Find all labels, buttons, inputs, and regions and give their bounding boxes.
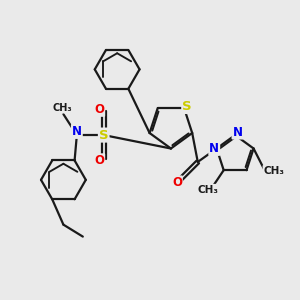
Text: CH₃: CH₃ xyxy=(52,103,72,112)
Text: CH₃: CH₃ xyxy=(198,185,219,195)
Text: CH₃: CH₃ xyxy=(263,166,284,176)
Text: S: S xyxy=(99,129,109,142)
Text: S: S xyxy=(182,100,192,113)
Text: N: N xyxy=(232,126,242,139)
Text: O: O xyxy=(172,176,182,189)
Text: O: O xyxy=(94,103,104,116)
Text: O: O xyxy=(94,154,104,167)
Text: N: N xyxy=(72,125,82,138)
Text: N: N xyxy=(209,142,219,155)
